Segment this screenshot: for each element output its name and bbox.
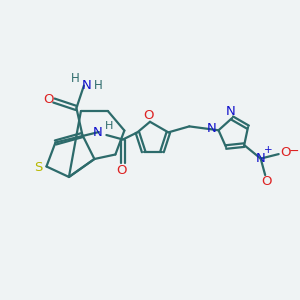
Text: H: H	[94, 79, 103, 92]
Text: N: N	[207, 122, 217, 135]
Text: N: N	[226, 105, 236, 118]
Text: O: O	[261, 175, 272, 188]
Text: O: O	[43, 93, 54, 106]
Text: O: O	[116, 164, 127, 177]
Text: O: O	[280, 146, 290, 159]
Text: H: H	[105, 121, 114, 131]
Text: +: +	[264, 145, 272, 155]
Text: H: H	[70, 72, 79, 85]
Text: N: N	[256, 152, 266, 165]
Text: N: N	[81, 79, 91, 92]
Text: S: S	[34, 161, 42, 175]
Text: N: N	[92, 125, 102, 139]
Text: −: −	[289, 145, 299, 158]
Text: O: O	[143, 109, 154, 122]
